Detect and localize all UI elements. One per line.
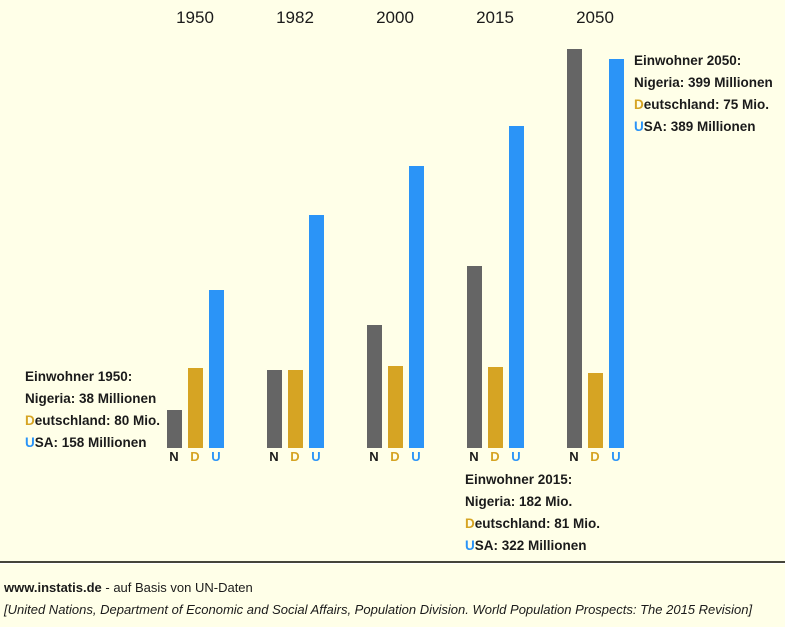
bar-column-nigeria-1982: N — [266, 370, 282, 464]
annotation-text: SA: 158 Millionen — [34, 435, 147, 450]
footer-basis-text: - auf Basis von UN-Daten — [101, 580, 253, 595]
bar-nigeria-2000 — [366, 325, 382, 448]
annotation-1950: Einwohner 1950: Nigeria: 38 Millionen Deut… — [25, 366, 160, 454]
bar-column-deutschland-1950: D — [187, 368, 203, 464]
bar-letter-usa-1982: U — [311, 449, 321, 464]
bar-column-usa-2050: U — [608, 59, 624, 464]
bar-deutschland-1950 — [187, 368, 203, 448]
annotation-line: Nigeria: 399 Millionen — [634, 72, 773, 94]
bar-nigeria-1982 — [266, 370, 282, 448]
bar-deutschland-2015 — [487, 367, 503, 448]
footer-divider — [0, 561, 785, 564]
bar-letter-deutschland-2015: D — [490, 449, 500, 464]
annotation-text: Einwohner 1950: — [25, 369, 133, 384]
bar-column-usa-1982: U — [308, 215, 324, 464]
year-label-1950: 1950 — [176, 8, 214, 27]
annotation-line: Deutschland: 75 Mio. — [634, 94, 773, 116]
bar-letter-nigeria-2050: N — [569, 449, 579, 464]
bar-column-deutschland-2000: D — [387, 366, 403, 464]
annotation-line: Deutschland: 81 Mio. — [465, 513, 600, 535]
bar-column-nigeria-2015: N — [466, 266, 482, 464]
year-label-2015: 2015 — [476, 8, 514, 27]
bar-deutschland-2000 — [387, 366, 403, 448]
bar-column-usa-2015: U — [508, 126, 524, 464]
bar-column-deutschland-1982: D — [287, 370, 303, 464]
bar-letter-usa-1950: U — [211, 449, 221, 464]
footer-source: [United Nations, Department of Economic … — [4, 602, 753, 617]
annotation-colored-letter: D — [634, 97, 644, 112]
annotation-text: SA: 389 Millionen — [643, 119, 756, 134]
annotation-text: Nigeria: 182 Mio. — [465, 494, 573, 509]
bar-letter-deutschland-2000: D — [390, 449, 400, 464]
annotation-2050: Einwohner 2050: Nigeria: 399 Millionen Deu… — [634, 50, 773, 138]
bar-letter-nigeria-2000: N — [369, 449, 379, 464]
bar-letter-usa-2015: U — [511, 449, 521, 464]
bar-column-nigeria-2000: N — [366, 325, 382, 464]
bar-nigeria-2015 — [466, 266, 482, 448]
bar-column-deutschland-2015: D — [487, 367, 503, 464]
annotation-line: USA: 158 Millionen — [25, 432, 160, 454]
annotation-line: USA: 389 Millionen — [634, 116, 773, 138]
annotation-line: Einwohner 2050: — [634, 50, 773, 72]
annotation-text: eutschland: 80 Mio. — [34, 413, 161, 428]
bar-nigeria-1950 — [166, 410, 182, 448]
annotation-line: Einwohner 2015: — [465, 469, 600, 491]
bar-column-nigeria-2050: N — [566, 49, 582, 464]
bar-deutschland-2050 — [587, 373, 603, 448]
annotation-colored-letter: U — [25, 435, 35, 450]
bar-column-usa-2000: U — [408, 166, 424, 464]
bar-letter-deutschland-2050: D — [590, 449, 600, 464]
annotation-text: Nigeria: 399 Millionen — [634, 75, 773, 90]
bar-column-deutschland-2050: D — [587, 373, 603, 464]
bar-usa-2015 — [508, 126, 524, 448]
annotation-2015: Einwohner 2015: Nigeria: 182 Mio. Deutschl… — [465, 469, 600, 557]
bar-letter-usa-2050: U — [611, 449, 621, 464]
annotation-colored-letter: U — [465, 538, 475, 553]
annotation-text: Nigeria: 38 Millionen — [25, 391, 157, 406]
bar-usa-2050 — [608, 59, 624, 448]
annotation-text: eutschland: 75 Mio. — [643, 97, 770, 112]
annotation-line: USA: 322 Millionen — [465, 535, 600, 557]
annotation-line: Nigeria: 182 Mio. — [465, 491, 600, 513]
annotation-line: Einwohner 1950: — [25, 366, 160, 388]
annotation-line: Deutschland: 80 Mio. — [25, 410, 160, 432]
annotation-colored-letter: D — [465, 516, 475, 531]
annotation-text: SA: 322 Millionen — [474, 538, 587, 553]
year-label-1982: 1982 — [276, 8, 314, 27]
bar-letter-nigeria-1982: N — [269, 449, 279, 464]
bar-letter-nigeria-2015: N — [469, 449, 479, 464]
footer-attribution: www.instatis.de - auf Basis von UN-Daten — [4, 580, 253, 595]
bar-usa-2000 — [408, 166, 424, 448]
annotation-colored-letter: U — [634, 119, 644, 134]
bar-letter-deutschland-1950: D — [190, 449, 200, 464]
year-label-2000: 2000 — [376, 8, 414, 27]
annotation-line: Nigeria: 38 Millionen — [25, 388, 160, 410]
bar-letter-nigeria-1950: N — [169, 449, 179, 464]
bar-usa-1950 — [208, 290, 224, 448]
bar-column-usa-1950: U — [208, 290, 224, 464]
annotation-colored-letter: D — [25, 413, 35, 428]
bar-deutschland-1982 — [287, 370, 303, 448]
footer-site-link[interactable]: www.instatis.de — [4, 580, 102, 595]
annotation-text: Einwohner 2015: — [465, 472, 573, 487]
bar-letter-usa-2000: U — [411, 449, 421, 464]
year-label-2050: 2050 — [576, 8, 614, 27]
bar-usa-1982 — [308, 215, 324, 448]
bar-letter-deutschland-1982: D — [290, 449, 300, 464]
annotation-text: Einwohner 2050: — [634, 53, 742, 68]
bar-nigeria-2050 — [566, 49, 582, 448]
annotation-text: eutschland: 81 Mio. — [474, 516, 601, 531]
bar-column-nigeria-1950: N — [166, 410, 182, 464]
